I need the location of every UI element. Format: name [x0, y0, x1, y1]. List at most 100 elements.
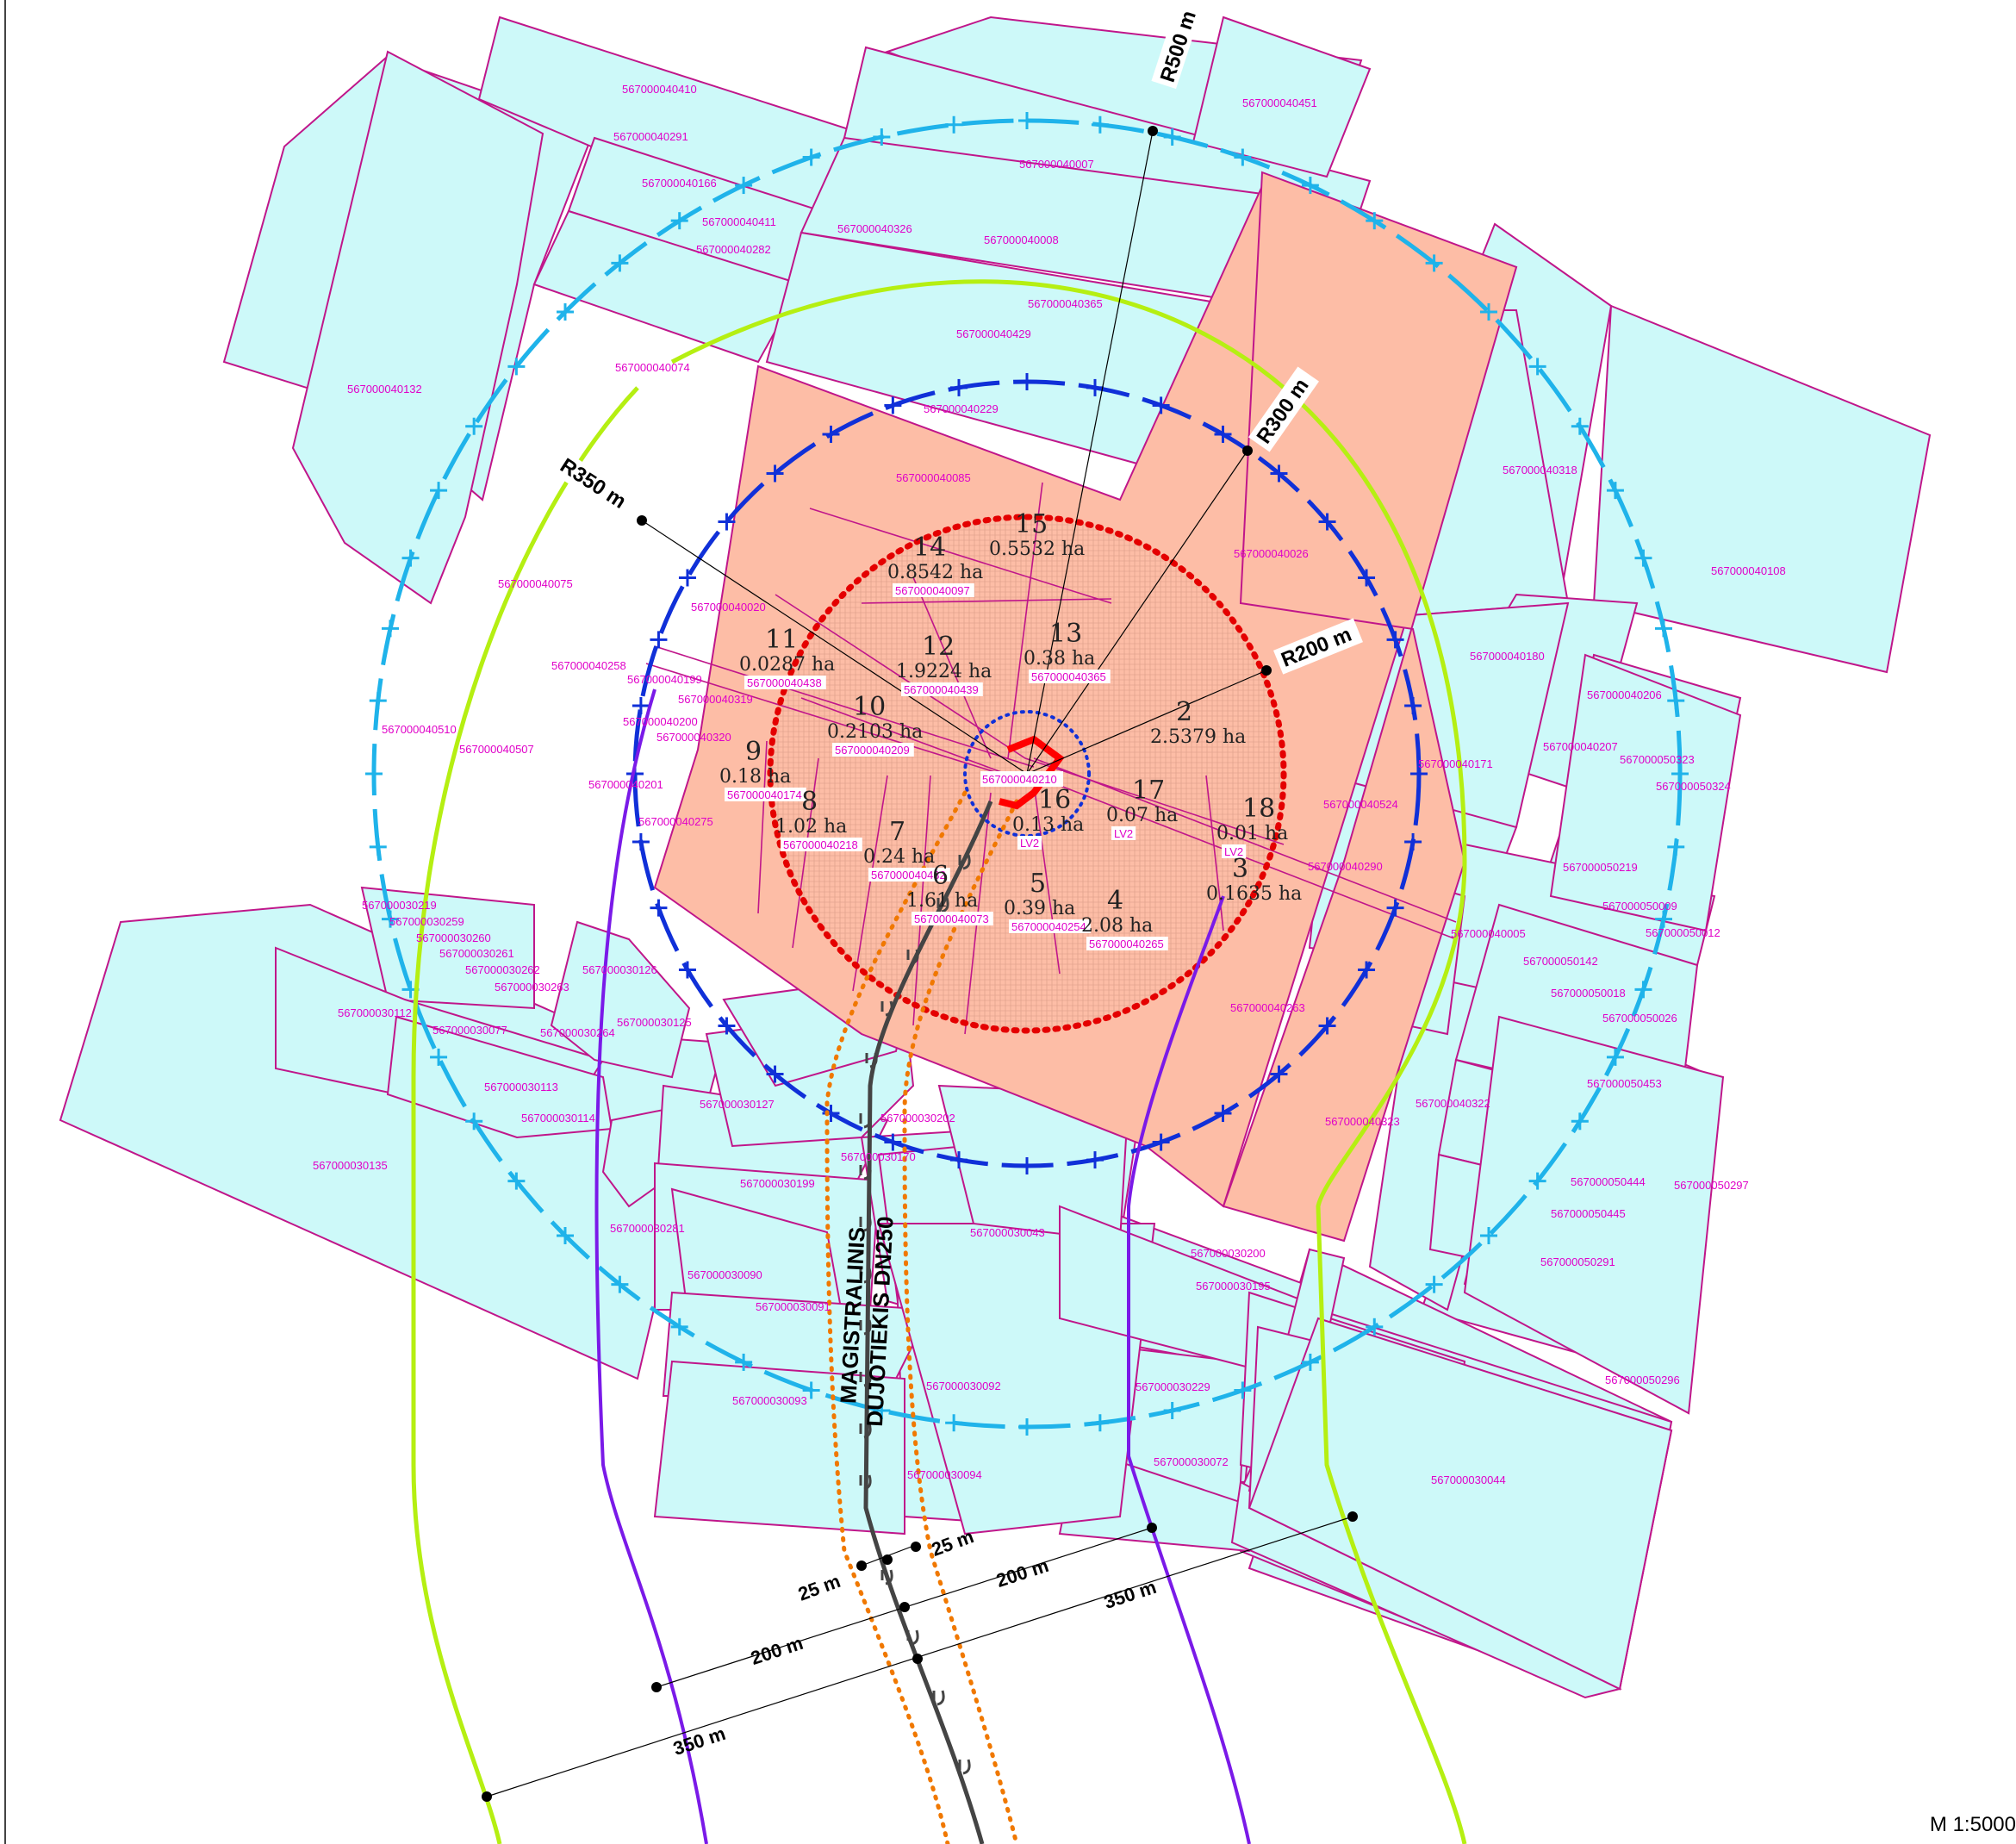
buffer-25m-line: [902, 799, 1019, 1844]
plot-parcel-id: LV2: [1114, 827, 1133, 840]
parcel-id-label: 567000040263: [1230, 1001, 1305, 1014]
parcel-id-label: 567000050453: [1587, 1077, 1662, 1090]
plot-number: 4: [1107, 886, 1123, 916]
parcel-id-label: 567000030195: [1196, 1280, 1271, 1293]
buffer-350m-line: [670, 279, 1467, 1844]
plot-parcel-id: 567000040174: [727, 788, 802, 801]
pipeline-marker: [859, 1474, 872, 1491]
parcel-id-label: 567000050445: [1551, 1207, 1626, 1220]
plot-parcel-id: LV2: [1224, 845, 1243, 858]
plot-area: 0.38 ha: [1024, 648, 1095, 670]
parcel-id-label: 567000050296: [1605, 1374, 1680, 1386]
plot-number: 18: [1242, 794, 1275, 824]
plot-number: 14: [913, 533, 946, 563]
parcel-polygon: [1248, 1317, 1673, 1691]
plot-parcel-id: 567000040218: [783, 838, 858, 851]
parcel-id-label: 567000030043: [970, 1226, 1045, 1239]
plot-parcel-id: 567000040073: [914, 913, 989, 925]
pipeline-marker: [865, 1052, 878, 1068]
plot-id-background: [1029, 670, 1111, 683]
parcel-id-label: 567000040180: [1470, 650, 1545, 663]
parcel-id-label: 567000030281: [610, 1222, 685, 1235]
parcel-id-label: 567000040319: [678, 693, 753, 706]
parcel-id-label: 567000040005: [1451, 927, 1526, 940]
parcel-id-label: 567000040275: [638, 815, 713, 828]
plot-number: 11: [765, 625, 798, 655]
plot-number: 7: [889, 817, 905, 847]
plot-number: 2: [1176, 697, 1192, 727]
plot-area: 0.24 ha: [863, 846, 935, 868]
plot-number: 3: [1232, 854, 1248, 884]
parcel-id-label: 567000040323: [1325, 1115, 1400, 1128]
plot-parcel-id: 567000040254: [1011, 920, 1086, 933]
plot-area: 2.5379 ha: [1150, 726, 1246, 748]
dimension-label: 350 m: [1101, 1576, 1159, 1613]
plot-number: 8: [801, 787, 818, 817]
parcel-id-label: 567000030263: [495, 981, 569, 994]
plot-area: 0.1635 ha: [1206, 883, 1302, 905]
parcel-id-label: 567000030044: [1431, 1473, 1506, 1486]
parcel-id-label: 567000050323: [1620, 753, 1695, 766]
plot-id-background: [1086, 937, 1168, 950]
parcel-polygon: [653, 1360, 905, 1536]
pipeline-markers: [859, 854, 971, 1775]
parcel-id-label: 567000040365: [1028, 297, 1103, 310]
plot-number: 13: [1049, 619, 1082, 649]
r300-crosses: [626, 373, 1428, 1174]
parcel-labels: 5670000404105670000404515670000402915670…: [313, 83, 1786, 1486]
plot-parcel-id: 567000040265: [1089, 938, 1164, 950]
parcel-id-label: 567000030259: [389, 915, 464, 928]
buffer-200m-line: [594, 688, 708, 1844]
parcel-id-label: 567000040201: [588, 778, 663, 791]
center-parcel-id: 567000040210: [982, 773, 1057, 786]
parcel-id-label: 567000050444: [1571, 1175, 1646, 1188]
parcel-id-label: 567000040132: [347, 383, 422, 396]
parcel-polygon: [1549, 653, 1742, 932]
parcel-id-label: 567000030125: [617, 1016, 692, 1029]
pipeline-marker: [859, 1216, 872, 1232]
plot-id-background: [868, 868, 950, 882]
parcel-id-label: 567000030261: [439, 947, 514, 960]
plot-number: 9: [745, 737, 762, 767]
plot-number: 5: [1030, 869, 1046, 899]
plot-parcel-id: 567000040365: [1031, 670, 1106, 683]
plot-id-background: [1111, 826, 1136, 840]
parcel-id-label: 567000050324: [1656, 780, 1731, 793]
parcel-id-label: 567000040524: [1323, 798, 1398, 811]
plot-id-background: [725, 788, 806, 801]
parcel-id-label: 567000030262: [465, 963, 540, 976]
plot-id-background: [1017, 836, 1042, 850]
plot-parcel-id: LV2: [1020, 837, 1039, 850]
pipeline-marker: [880, 1000, 893, 1017]
parcel-id-label: 567000040206: [1587, 688, 1662, 701]
plot-number: 15: [1015, 509, 1048, 539]
parcel-polygon: [550, 920, 691, 1079]
plot-number: 10: [853, 692, 886, 722]
plot-area: 0.2103 ha: [827, 721, 923, 743]
parcel-id-label: 567000040411: [702, 215, 776, 228]
parcel-id-label: 567000030093: [732, 1394, 807, 1407]
plot-id-background: [1009, 919, 1091, 933]
plot-area: 0.8542 ha: [887, 562, 983, 583]
parcel-id-label: 567000040207: [1543, 740, 1618, 753]
radius-points: [637, 126, 1272, 676]
plot-area: 0.5532 ha: [989, 539, 1085, 560]
pipeline-marker: [859, 1164, 872, 1181]
parcel-id-label: 567000040507: [459, 743, 534, 756]
parcel-polygon: [1192, 16, 1372, 178]
parcel-id-label: 567000030202: [880, 1112, 955, 1124]
plot-area: 0.13 ha: [1012, 814, 1084, 836]
pipeline-marker: [936, 897, 949, 913]
parcel-id-label: 567000040510: [382, 723, 457, 736]
dimension-label: 200 m: [748, 1632, 806, 1669]
parcel-id-label: 567000040074: [615, 361, 690, 374]
r200-buffer-circle: [767, 514, 1287, 1034]
plot-area: 0.01 ha: [1216, 823, 1288, 844]
buffer-350m-line: [411, 386, 639, 1844]
facility-buffer-circle: [963, 710, 1091, 838]
parcel-id-label: 567000040075: [498, 577, 573, 590]
plot-number: 6: [932, 861, 949, 891]
parcel-id-label: 567000030219: [362, 899, 437, 912]
parcel-id-label: 567000030135: [313, 1159, 388, 1172]
